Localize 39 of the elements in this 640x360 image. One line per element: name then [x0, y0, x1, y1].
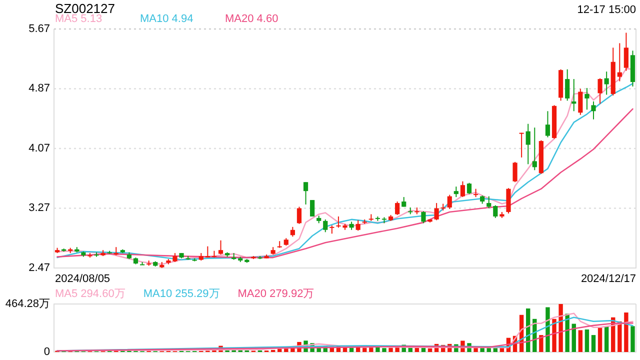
- text: MA20 279.92万: [238, 288, 314, 300]
- y-tick-label: 4.07: [28, 142, 50, 154]
- text: 2024/12/17: [580, 273, 636, 285]
- bar: [598, 328, 602, 352]
- y-tick-label: 2.47: [28, 262, 50, 274]
- text: MA10 4.94: [140, 13, 194, 25]
- text: MA10 255.29万: [143, 288, 220, 300]
- bar: [604, 326, 609, 352]
- bar: [382, 348, 386, 352]
- bar: [284, 348, 288, 352]
- y-tick-label: 464.28万: [5, 298, 50, 310]
- bar: [349, 348, 354, 352]
- bar: [376, 347, 380, 352]
- y-tick-label: 0: [44, 346, 50, 358]
- bar: [362, 348, 367, 352]
- text: 2024/08/05: [55, 273, 110, 285]
- chart-title: SZ002127: [55, 1, 115, 16]
- bar: [356, 347, 360, 352]
- bar: [630, 326, 635, 352]
- bar: [388, 348, 393, 352]
- bar: [428, 348, 432, 352]
- bar: [552, 318, 556, 352]
- bar: [572, 324, 576, 352]
- y-tick-label: 5.67: [28, 22, 50, 35]
- text: MA5 5.13: [55, 13, 102, 25]
- y-tick-label: 4.87: [28, 82, 50, 95]
- text: MA5 294.60万: [55, 288, 126, 300]
- bar: [558, 304, 563, 352]
- bar: [591, 335, 596, 352]
- bar: [618, 321, 622, 352]
- bar: [624, 312, 628, 352]
- bar: [584, 329, 590, 352]
- bar: [539, 335, 544, 352]
- bar: [369, 348, 374, 352]
- bar: [578, 330, 583, 352]
- bar: [278, 348, 282, 352]
- y-tick-label: 3.27: [28, 202, 50, 214]
- text: 12-17 15:00: [577, 4, 636, 16]
- text: MA20 4.60: [225, 13, 278, 25]
